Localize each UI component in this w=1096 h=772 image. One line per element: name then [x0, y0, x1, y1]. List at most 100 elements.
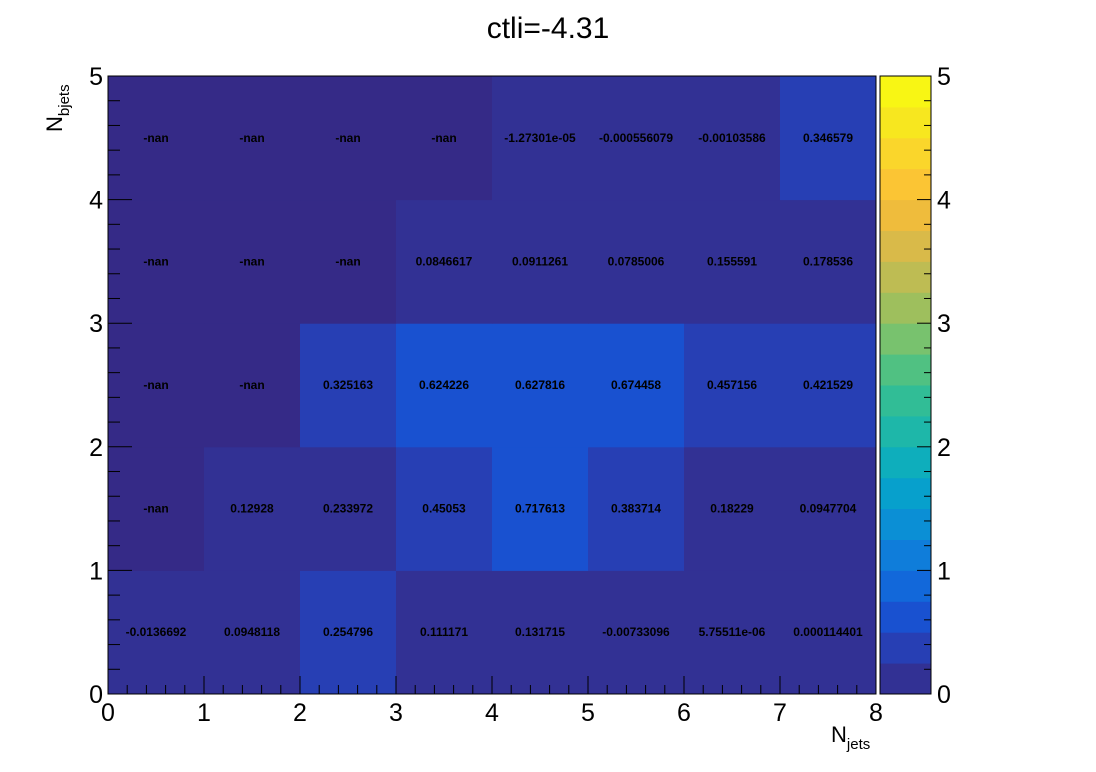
cell-value-label: 0.254796: [323, 625, 373, 639]
color-palette: [879, 75, 932, 695]
palette-band: [880, 539, 931, 571]
x-tick-label: 0: [101, 699, 115, 727]
heatmap-cell: [684, 76, 781, 201]
x-tick-label: 4: [485, 699, 499, 727]
palette-band: [880, 323, 931, 355]
heatmap-cell: [684, 570, 781, 695]
heatmap-cell: [396, 570, 493, 695]
palette-band: [880, 415, 931, 448]
heatmap-cells: [108, 76, 877, 695]
cell-value-label: 0.0911261: [512, 254, 568, 268]
cell-value-label: -nan: [239, 131, 264, 145]
cell-value-label: 0.346579: [803, 131, 853, 145]
z-tick-label: 1: [937, 557, 951, 585]
heatmap-cell-labels: -0.0136692 0.0948118 0.254796 0.111171 0.131…: [126, 131, 863, 639]
heatmap-cell: [492, 76, 589, 201]
cell-value-label: -0.00103586: [698, 131, 766, 145]
heatmap-cell: [780, 570, 877, 695]
cell-value-label: -0.00733096: [602, 625, 670, 639]
heatmap-cell: [108, 76, 205, 201]
heatmap-cell: [684, 323, 781, 448]
cell-value-label: -nan: [143, 502, 168, 516]
heatmap-cell: [396, 199, 493, 324]
z-tick-label: 2: [937, 434, 951, 462]
heatmap-cell: [684, 446, 781, 571]
x-tick-label: 5: [581, 699, 595, 727]
palette-band: [880, 508, 931, 540]
heatmap-cell: [588, 570, 685, 695]
z-axis: 0 1 2 3 4 5: [917, 63, 951, 709]
cell-value-label: 0.717613: [515, 502, 565, 516]
heatmap-cell: [684, 199, 781, 324]
cell-value-label: -nan: [335, 254, 360, 268]
cell-value-label: -nan: [431, 131, 456, 145]
cell-value-label: 0.155591: [707, 254, 757, 268]
heatmap-cell: [300, 76, 397, 201]
cell-value-label: 0.0846617: [416, 254, 473, 268]
x-tick-label: 1: [197, 699, 211, 727]
z-tick-label: 3: [937, 310, 951, 338]
cell-value-label: -0.0136692: [126, 625, 187, 639]
cell-value-label: 0.627816: [515, 378, 565, 392]
palette-band: [880, 354, 931, 386]
heatmap-cell: [492, 446, 589, 571]
cell-value-label: 0.18229: [710, 502, 754, 516]
z-tick-label: 0: [937, 681, 951, 709]
y-tick-label: 5: [89, 63, 103, 91]
cell-value-label: -nan: [239, 378, 264, 392]
palette-band: [880, 292, 931, 324]
heatmap-cell: [300, 199, 397, 324]
cell-value-label: -nan: [239, 254, 264, 268]
y-tick-label: 4: [89, 187, 103, 215]
heatmap-cell: [204, 446, 301, 571]
heatmap-cell: [108, 570, 205, 695]
cell-value-label: 5.75511e-06: [699, 625, 766, 639]
palette-band: [880, 601, 931, 633]
y-axis-title: Nbjets: [42, 84, 73, 132]
x-axis-title: Njets: [831, 722, 870, 753]
heatmap-cell: [204, 76, 301, 201]
cell-value-label: -1.27301e-05: [504, 131, 576, 145]
cell-value-label: 0.624226: [419, 378, 469, 392]
heatmap-cell: [780, 323, 877, 448]
heatmap-cell: [300, 570, 397, 695]
palette-band: [880, 199, 931, 231]
cell-value-label: -0.000556079: [599, 131, 673, 145]
palette-band: [880, 76, 931, 108]
x-tick-label: 6: [677, 699, 691, 727]
heatmap-cell: [300, 323, 397, 448]
palette-band: [880, 570, 931, 602]
cell-value-label: 0.325163: [323, 378, 373, 392]
heatmap-cell: [204, 570, 301, 695]
heatmap-cell: [396, 323, 493, 448]
chart-title: ctli=-4.31: [487, 12, 610, 45]
heatmap-cell: [108, 323, 205, 448]
palette-band: [880, 632, 931, 664]
palette-band: [880, 663, 931, 695]
heatmap-cell: [492, 199, 589, 324]
x-axis: 0 1 2 3 4 5 6 7 8: [101, 676, 883, 727]
heatmap-cell: [780, 199, 877, 324]
cell-value-label: -nan: [143, 131, 168, 145]
y-tick-label: 0: [89, 681, 103, 709]
heatmap-cell: [588, 76, 685, 201]
heatmap-cell: [588, 446, 685, 571]
heatmap-cell: [780, 76, 877, 201]
cell-value-label: 0.12928: [230, 502, 274, 516]
cell-value-label: 0.0948118: [224, 625, 280, 639]
heatmap-cell: [204, 323, 301, 448]
palette-band: [880, 106, 931, 139]
x-tick-label: 8: [869, 699, 883, 727]
heatmap-cell: [492, 570, 589, 695]
cell-value-label: 0.0947704: [800, 502, 857, 516]
palette-band: [880, 230, 931, 262]
cell-value-label: -nan: [143, 378, 168, 392]
heatmap-cell: [204, 199, 301, 324]
heatmap-cell: [108, 199, 205, 324]
cell-value-label: 0.383714: [611, 502, 661, 516]
heatmap-cell: [492, 323, 589, 448]
palette-band: [880, 137, 931, 170]
palette-band: [880, 477, 931, 510]
cell-value-label: 0.0785006: [608, 254, 665, 268]
